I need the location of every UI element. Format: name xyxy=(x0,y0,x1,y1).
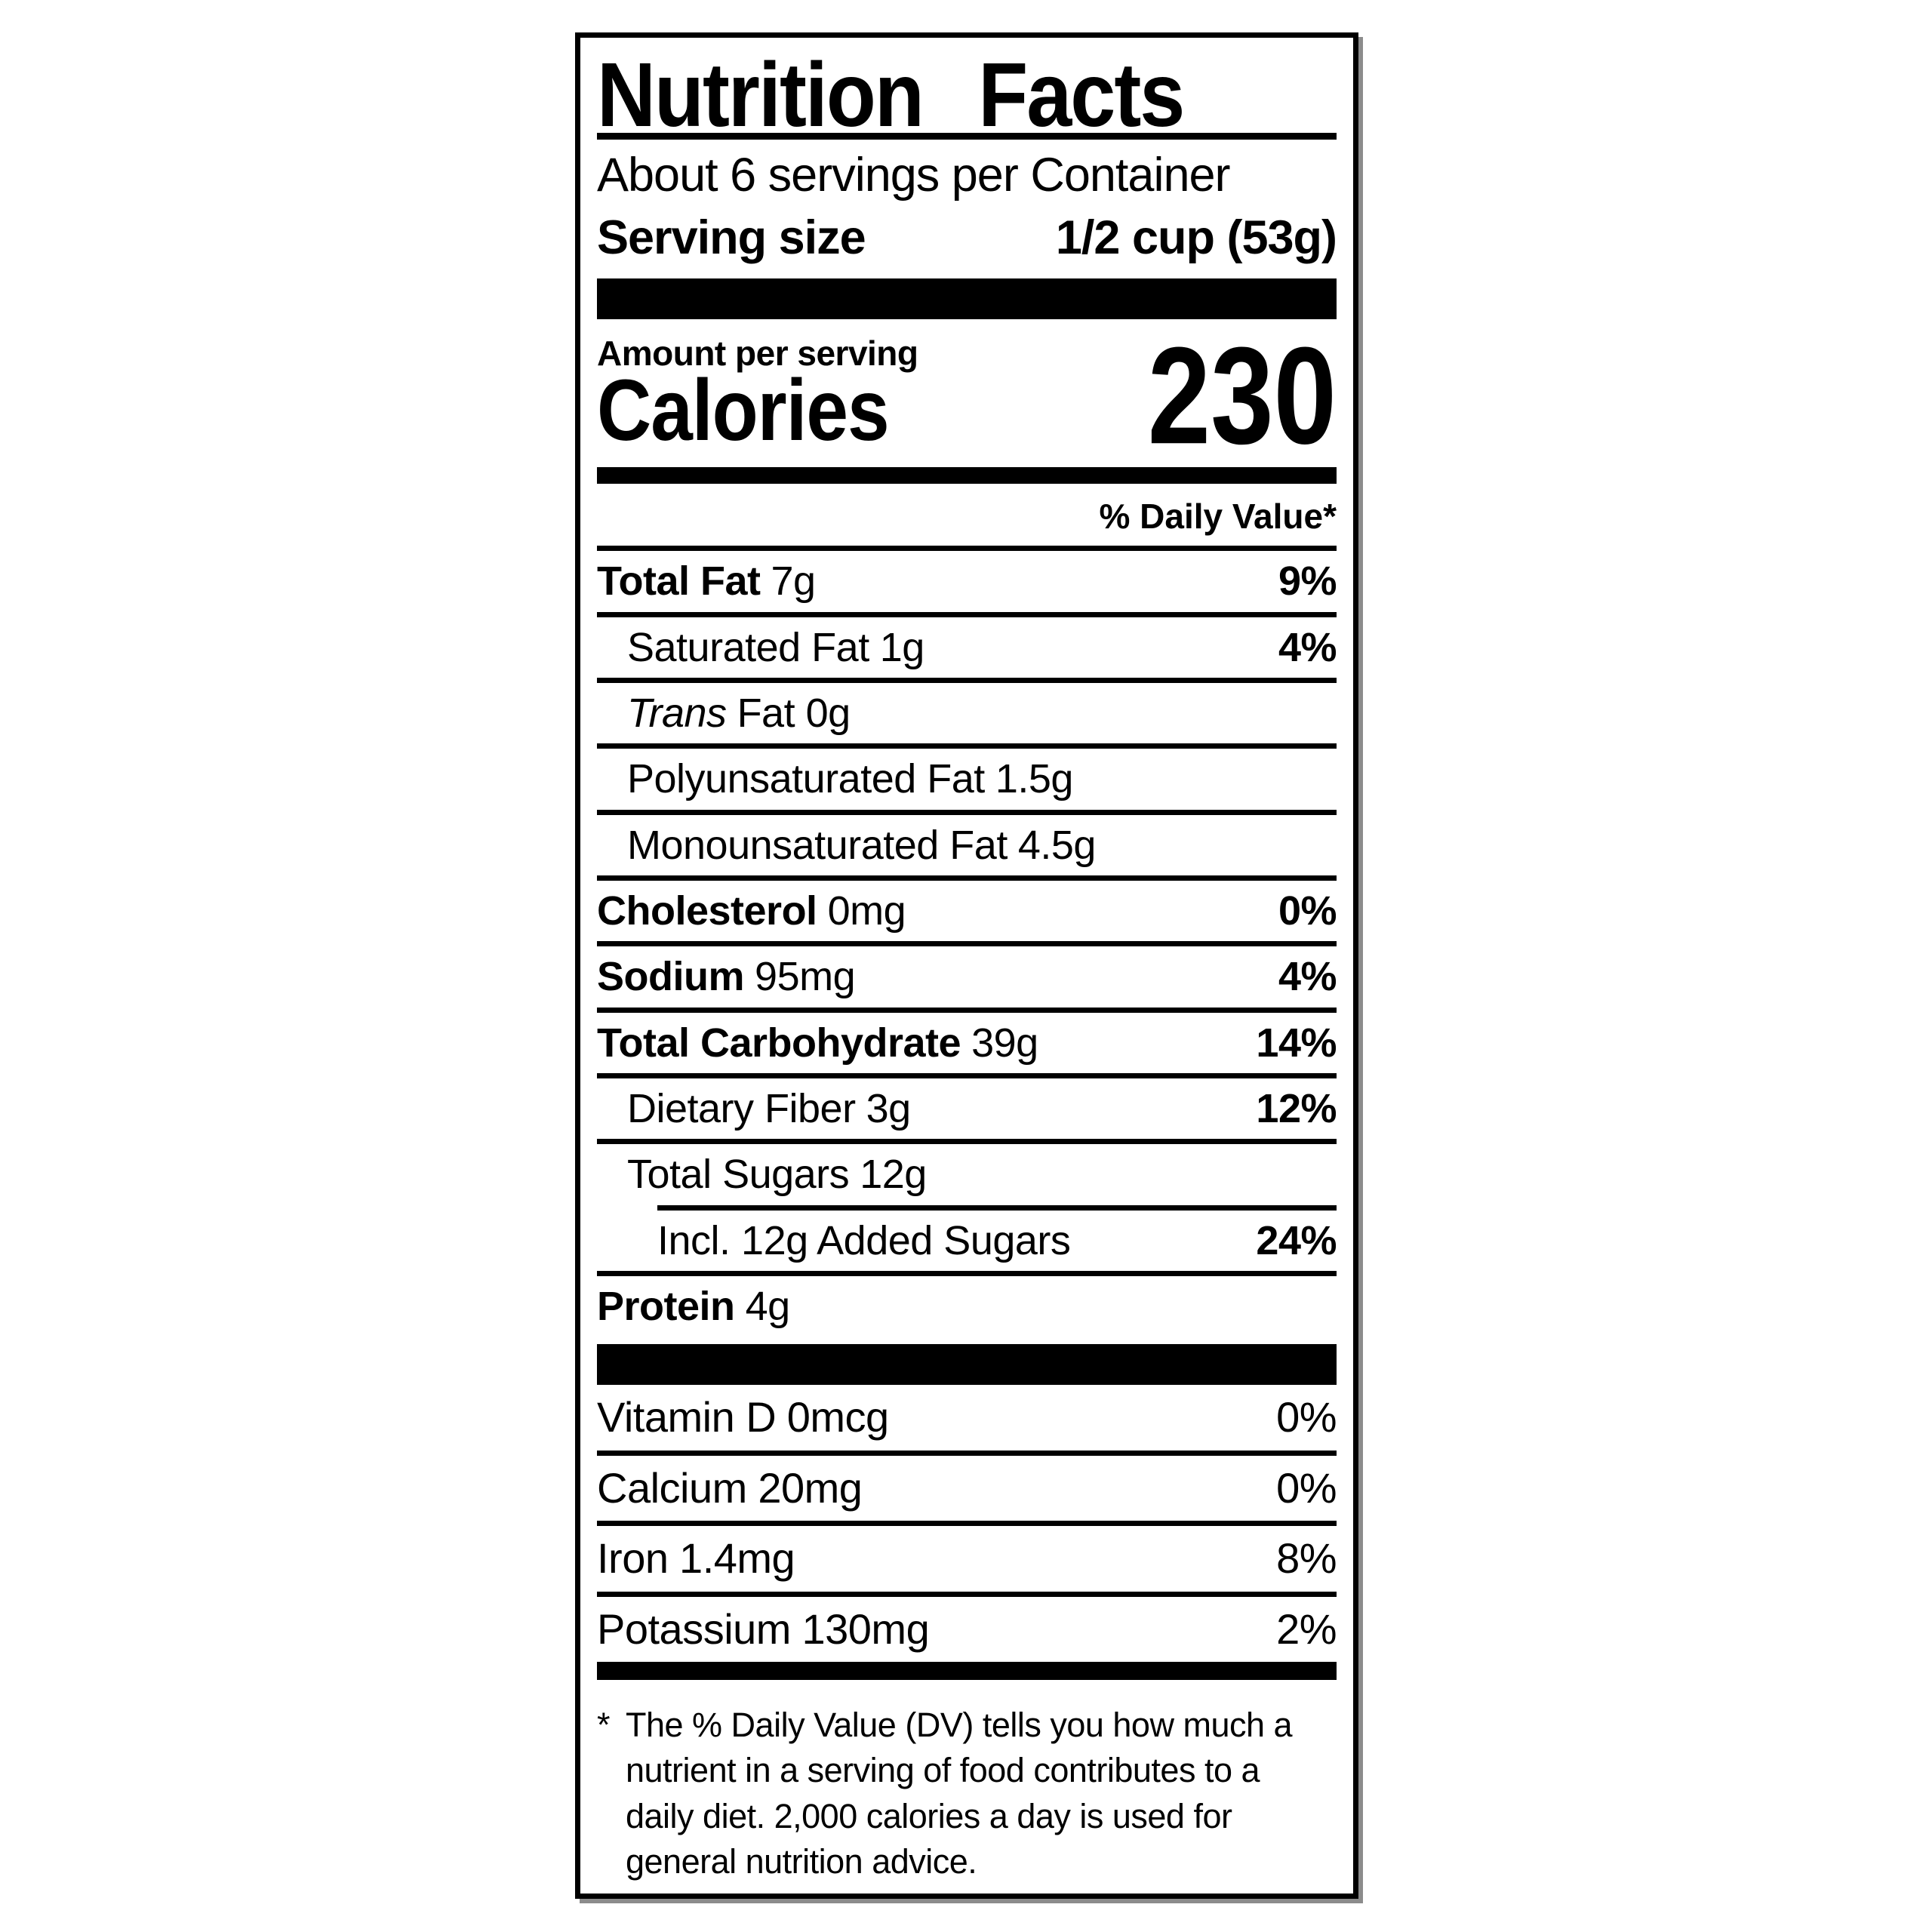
nutrient-dv: 24% xyxy=(1256,1217,1337,1263)
divider-bar-thick-top xyxy=(597,278,1337,320)
nutrient-name: Iron xyxy=(597,1534,669,1583)
nutrient-row-total-carbohydrate: Total Carbohydrate 39g 14% xyxy=(597,1013,1337,1073)
nutrient-row-cholesterol: Cholesterol 0mg 0% xyxy=(597,881,1337,941)
calories-value: 230 xyxy=(1147,318,1337,473)
divider-thin xyxy=(597,678,1337,684)
nutrient-amount: 130mg xyxy=(801,1604,930,1653)
amount-per-serving-label: Amount per serving xyxy=(597,334,918,374)
nutrient-name: Incl. 12g Added Sugars xyxy=(657,1217,1071,1263)
nutrient-name: Sodium xyxy=(597,954,745,1000)
nutrient-amount: 3g xyxy=(866,1085,912,1131)
nutrient-amount: 95mg xyxy=(755,954,856,1000)
nutrient-amount: 0mcg xyxy=(786,1393,889,1441)
divider-bar-medium xyxy=(597,467,1337,485)
divider-thin xyxy=(597,1450,1337,1456)
nutrient-amount: 1g xyxy=(879,624,925,670)
nutrient-dv: 4% xyxy=(1278,954,1337,1000)
nutrient-amount: 1.5g xyxy=(995,756,1074,802)
nutrient-dv: 8% xyxy=(1276,1534,1337,1583)
divider-thin xyxy=(597,1007,1337,1013)
nutrient-row-potassium: Potassium 130mg 2% xyxy=(597,1597,1337,1662)
nutrient-name: Saturated Fat xyxy=(627,624,869,670)
nutrient-name: Cholesterol xyxy=(597,888,817,934)
nutrient-row-total-sugars: Total Sugars 12g xyxy=(597,1144,1337,1204)
divider-bar-thick-bottom xyxy=(597,1662,1337,1681)
nutrient-dv: 14% xyxy=(1256,1020,1337,1066)
nutrient-row-added-sugars: Incl. 12g Added Sugars 24% xyxy=(597,1211,1337,1271)
nutrient-row-dietary-fiber: Dietary Fiber 3g 12% xyxy=(597,1078,1337,1139)
divider-thin-indented xyxy=(657,1204,1337,1211)
nutrient-name: Total Carbohydrate xyxy=(597,1020,961,1066)
divider-thin xyxy=(597,1591,1337,1597)
nutrient-dv: 12% xyxy=(1256,1085,1337,1131)
micronutrients-section: Vitamin D 0mcg 0% Calcium 20mg 0% Iron 1.4m… xyxy=(597,1385,1337,1662)
nutrient-dv: 0% xyxy=(1276,1393,1337,1441)
divider-thin xyxy=(597,546,1337,552)
nutrient-name: Vitamin D xyxy=(597,1393,777,1441)
divider-thin xyxy=(597,941,1337,947)
nutrient-row-saturated-fat: Saturated Fat 1g 4% xyxy=(597,617,1337,678)
serving-size-value: 1/2 cup (53g) xyxy=(1055,211,1337,265)
footnote-text: The % Daily Value (DV) tells you how muc… xyxy=(626,1706,1293,1881)
nutrient-amount: 20mg xyxy=(758,1463,863,1512)
nutrient-row-total-fat: Total Fat 7g 9% xyxy=(597,551,1337,611)
divider-thin xyxy=(597,1521,1337,1527)
divider-thin xyxy=(597,1270,1337,1276)
serving-size-label: Serving size xyxy=(597,211,866,265)
nutrient-row-calcium: Calcium 20mg 0% xyxy=(597,1456,1337,1521)
nutrient-name: Dietary Fiber xyxy=(627,1085,856,1131)
serving-size-row: Serving size 1/2 cup (53g) xyxy=(597,203,1337,275)
divider-bar-thick-middle xyxy=(597,1344,1337,1386)
footnote-asterisk: * xyxy=(597,1706,611,1745)
nutrient-dv: 0% xyxy=(1278,888,1337,934)
footnote: * The % Daily Value (DV) tells you how m… xyxy=(597,1703,1337,1884)
calories-left: Amount per serving Calories xyxy=(597,333,918,460)
nutrient-row-protein: Protein 4g xyxy=(597,1276,1337,1337)
nutrient-amount: 0mg xyxy=(827,888,906,934)
nutrient-amount: 39g xyxy=(971,1020,1038,1066)
nutrient-name: Trans xyxy=(627,691,727,737)
nutrient-row-vitamin-d: Vitamin D 0mcg 0% xyxy=(597,1385,1337,1450)
nutrient-name: Protein xyxy=(597,1283,735,1329)
divider-thin xyxy=(597,1139,1337,1145)
divider-thin xyxy=(597,611,1337,617)
nutrient-row-trans-fat: Trans Fat 0g xyxy=(597,683,1337,743)
servings-per-container: About 6 servings per Container xyxy=(597,149,1231,202)
nutrient-dv: 0% xyxy=(1276,1463,1337,1512)
nutrient-row-monounsaturated-fat: Monounsaturated Fat 4.5g xyxy=(597,815,1337,875)
nutrient-dv: 2% xyxy=(1276,1604,1337,1653)
nutrient-row-polyunsaturated-fat: Polyunsaturated Fat 1.5g xyxy=(597,749,1337,809)
nutrient-amount: 4.5g xyxy=(1017,822,1097,868)
nutrient-name: Polyunsaturated Fat xyxy=(627,756,985,802)
nutrient-name: Total Sugars xyxy=(627,1152,850,1198)
nutrient-row-iron: Iron 1.4mg 8% xyxy=(597,1526,1337,1591)
nutrient-amount: Fat 0g xyxy=(737,691,851,737)
nutrient-row-sodium: Sodium 95mg 4% xyxy=(597,946,1337,1007)
nutrient-name: Calcium xyxy=(597,1463,747,1512)
calories-label: Calories xyxy=(597,362,890,460)
nutrient-amount: 12g xyxy=(860,1152,927,1198)
nutrient-name: Monounsaturated Fat xyxy=(627,822,1008,868)
nutrition-facts-label: Nutrition Facts About 6 servings per Con… xyxy=(575,32,1358,1899)
label-title: Nutrition Facts xyxy=(597,43,1185,146)
divider-thin xyxy=(597,809,1337,815)
nutrient-amount: 1.4mg xyxy=(679,1534,795,1583)
nutrient-dv: 4% xyxy=(1278,624,1337,670)
divider-under-title xyxy=(597,133,1337,140)
divider-thin xyxy=(597,875,1337,881)
nutrient-amount: 7g xyxy=(771,558,817,605)
daily-value-header: % Daily Value* xyxy=(1099,497,1337,537)
nutrient-name: Potassium xyxy=(597,1604,791,1653)
nutrient-amount: 4g xyxy=(745,1283,791,1329)
divider-thin xyxy=(597,743,1337,749)
divider-thin xyxy=(597,1072,1337,1078)
nutrient-name: Total Fat xyxy=(597,558,761,605)
calories-block: Amount per serving Calories 230 xyxy=(597,318,1337,473)
nutrient-dv: 9% xyxy=(1278,558,1337,605)
